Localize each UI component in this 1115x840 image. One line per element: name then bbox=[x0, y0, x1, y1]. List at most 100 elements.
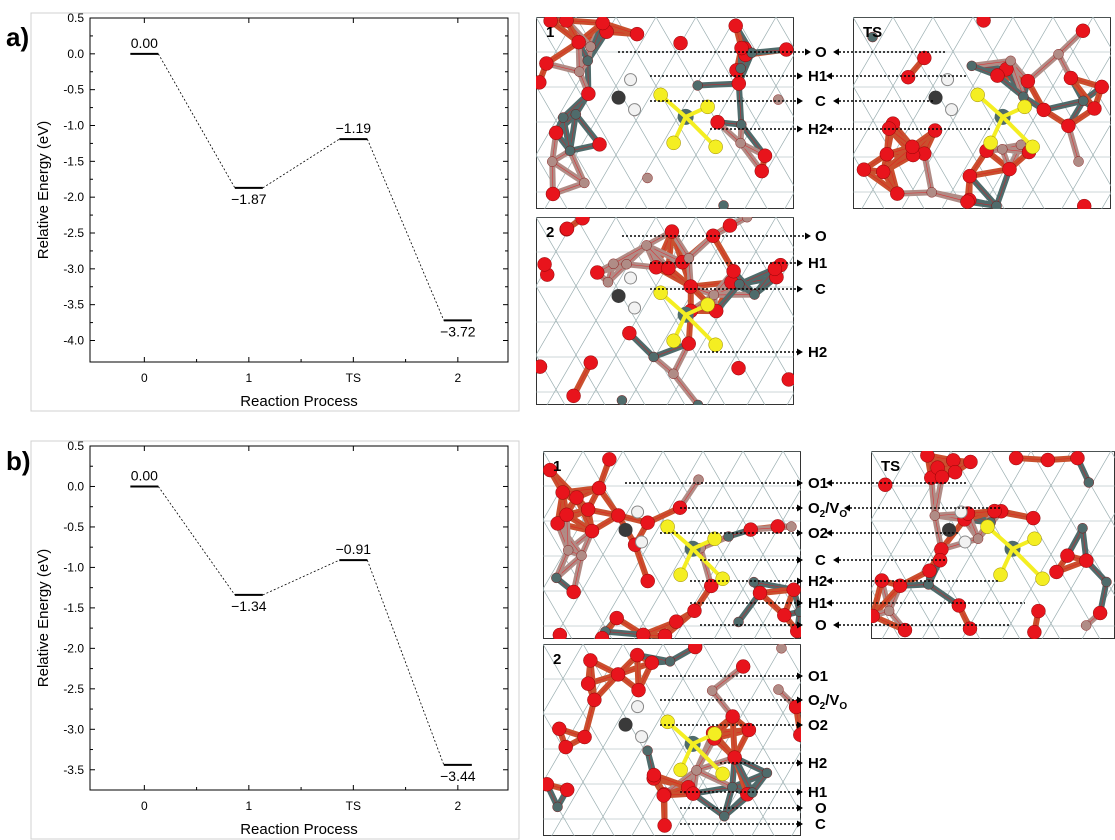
structure-a-2: 2 bbox=[536, 217, 794, 405]
chart-b-ylabel: Relative Energy (eV) bbox=[35, 549, 52, 687]
oxygen-atom bbox=[779, 43, 793, 57]
metal-atom bbox=[747, 788, 757, 798]
metal-atom bbox=[736, 120, 746, 130]
oxygen-atom bbox=[948, 465, 962, 479]
metal-atom bbox=[563, 545, 573, 555]
oxygen-atom bbox=[726, 710, 740, 724]
annotation-label: H1 bbox=[808, 255, 827, 272]
hydrogen-atom bbox=[959, 536, 971, 548]
oxygen-atom bbox=[567, 389, 581, 403]
arrow-head bbox=[797, 260, 803, 267]
hydrogen-atom bbox=[946, 104, 958, 116]
carbon-atom bbox=[942, 523, 956, 537]
metal-atom bbox=[577, 551, 587, 561]
metal-atom bbox=[750, 290, 760, 300]
oxygen-atom bbox=[777, 608, 791, 622]
oxygen-atom bbox=[1093, 606, 1107, 620]
oxygen-atom bbox=[729, 19, 743, 33]
oxygen-atom bbox=[782, 372, 794, 386]
oxygen-atom bbox=[1027, 625, 1041, 639]
metal-atom bbox=[967, 61, 977, 71]
metal-atom bbox=[724, 532, 734, 542]
metal-atom bbox=[693, 80, 703, 90]
oxygen-atom bbox=[1087, 101, 1101, 115]
arrow-head bbox=[833, 622, 839, 629]
oxygen-atom bbox=[1026, 511, 1040, 525]
oxygen-atom bbox=[1076, 24, 1090, 38]
hydrogen-atom bbox=[636, 536, 648, 548]
annotation-label: C bbox=[815, 552, 826, 569]
metal-atom bbox=[1084, 477, 1094, 487]
structure-label: 2 bbox=[553, 651, 561, 668]
annotation-label: O1 bbox=[808, 668, 828, 685]
arrow-head bbox=[797, 349, 803, 356]
chart-a-xlabel: Reaction Process bbox=[240, 393, 358, 410]
oxygen-atom bbox=[1061, 119, 1075, 133]
arrow-head bbox=[833, 98, 839, 105]
metal-atom bbox=[930, 511, 940, 521]
metal-atom bbox=[694, 475, 704, 485]
arrow-head bbox=[844, 505, 850, 512]
oxygen-atom bbox=[687, 604, 701, 618]
oxygen-atom bbox=[1041, 453, 1055, 467]
metal-atom bbox=[773, 95, 783, 105]
oxygen-atom bbox=[875, 573, 889, 587]
structure-label: 1 bbox=[553, 458, 561, 475]
oxygen-atom bbox=[583, 653, 597, 667]
panel-letter-a: a) bbox=[6, 22, 29, 53]
oxygen-atom bbox=[673, 501, 687, 515]
chart-b-connector bbox=[158, 486, 235, 594]
oxygen-atom bbox=[572, 35, 586, 49]
oxygen-atom bbox=[686, 787, 700, 801]
oxygen-atom bbox=[602, 452, 616, 466]
carbon-atom bbox=[929, 91, 943, 105]
carbon-atom bbox=[619, 718, 633, 732]
chart-b-ytick-label: -3.0 bbox=[63, 722, 84, 736]
metal-atom bbox=[574, 67, 584, 77]
oxygen-atom bbox=[669, 615, 683, 629]
metal-atom bbox=[665, 656, 675, 666]
chart-b-ytick-label: 0.5 bbox=[67, 440, 84, 453]
oxygen-atom bbox=[641, 516, 655, 530]
oxygen-atom bbox=[890, 187, 904, 201]
oxygen-atom bbox=[682, 337, 696, 351]
oxygen-atom bbox=[1095, 80, 1109, 94]
oxygen-atom bbox=[560, 783, 574, 797]
annotation-label: C bbox=[815, 816, 826, 833]
chart-a-plot-area bbox=[90, 18, 508, 362]
oxygen-atom bbox=[1003, 162, 1017, 176]
oxygen-atom bbox=[893, 579, 907, 593]
oxygen-atom bbox=[1021, 74, 1035, 88]
chart-b-data-label: −3.44 bbox=[440, 768, 476, 784]
annotation-label: O1 bbox=[808, 475, 828, 492]
oxygen-atom bbox=[923, 564, 937, 578]
metal-atom bbox=[617, 395, 627, 405]
chart-b-connector bbox=[367, 560, 444, 765]
sulfur-atom bbox=[716, 767, 730, 781]
metal-atom bbox=[608, 259, 618, 269]
oxygen-atom bbox=[898, 623, 912, 637]
annotation-label: O bbox=[815, 228, 827, 245]
oxygen-atom bbox=[567, 585, 581, 599]
annotation-label: C bbox=[815, 93, 826, 110]
chart-a-ytick-label: 0.5 bbox=[67, 12, 84, 25]
metal-atom bbox=[571, 109, 581, 119]
annotation-label: O2/VO bbox=[808, 692, 847, 712]
sulfur-atom bbox=[654, 286, 668, 300]
sulfur-atom bbox=[971, 88, 985, 102]
chart-a-ytick-label: -2.5 bbox=[63, 226, 84, 240]
metal-atom bbox=[727, 782, 737, 792]
structure-label: TS bbox=[881, 458, 900, 475]
metal-atom bbox=[736, 63, 746, 73]
metal-atom bbox=[1006, 56, 1016, 66]
sulfur-atom bbox=[1028, 532, 1042, 546]
oxygen-atom bbox=[728, 751, 742, 765]
oxygen-atom bbox=[935, 470, 949, 484]
annotation-label: H2 bbox=[808, 121, 827, 138]
oxygen-atom bbox=[755, 164, 769, 178]
chart-b-plot-area bbox=[90, 446, 508, 790]
annotation-label: O bbox=[815, 617, 827, 634]
structure-b-1: 1 bbox=[543, 451, 801, 639]
metal-atom bbox=[1078, 96, 1088, 106]
